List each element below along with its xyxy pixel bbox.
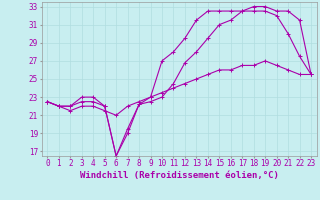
X-axis label: Windchill (Refroidissement éolien,°C): Windchill (Refroidissement éolien,°C) — [80, 171, 279, 180]
